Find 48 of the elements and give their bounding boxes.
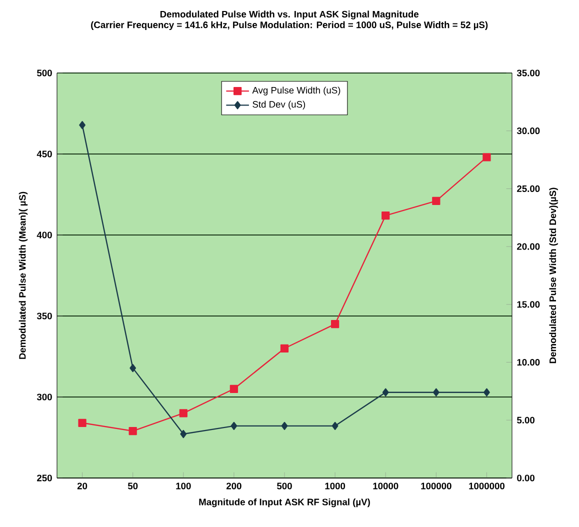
y2-tick-label: 0.00 bbox=[517, 474, 534, 482]
x-tick-label: 100 bbox=[176, 482, 191, 490]
y-axis-title: Demodulated Pulse Width (Mean)( µS) bbox=[18, 192, 28, 359]
y-tick-label: 400 bbox=[36, 232, 52, 238]
x-tick-label: 1000000 bbox=[469, 482, 504, 490]
point bbox=[432, 388, 440, 396]
chart-title: Demodulated Pulse Width vs. Input ASK Signal Magnitude bbox=[160, 10, 419, 20]
point bbox=[180, 430, 187, 438]
y-tick-label: 250 bbox=[37, 474, 52, 482]
y-tick-label: 300 bbox=[36, 394, 52, 400]
point bbox=[79, 121, 86, 130]
point bbox=[280, 344, 289, 352]
y2-axis-title: Demodulated Pulse Width (Std Dev)(µS) bbox=[549, 188, 558, 364]
x-tick-label: 20 bbox=[77, 482, 88, 490]
point bbox=[179, 409, 188, 418]
point bbox=[332, 422, 338, 430]
y-tick-label: 500 bbox=[37, 70, 52, 76]
y2-tick-label: 35.00 bbox=[516, 70, 540, 76]
point bbox=[128, 426, 137, 436]
point bbox=[482, 153, 491, 162]
y2-tick-label: 30.00 bbox=[516, 128, 540, 134]
x-tick-label: 500 bbox=[277, 482, 292, 490]
point bbox=[230, 384, 238, 393]
y2-tick-label: 10.00 bbox=[517, 358, 540, 366]
point bbox=[382, 211, 390, 220]
x-axis-title: Magnitude of Input ASK RF Signal (µV) bbox=[199, 498, 370, 508]
chart-subtitle: (Carrier Frequency = 141.6 kHz, Pulse Modulation: Period = 1000 uS, Pulse Width = 52 µS) bbox=[91, 21, 488, 30]
x-tick-label: 1000 bbox=[325, 482, 346, 490]
y2-tick-label: 20.00 bbox=[517, 243, 540, 250]
legend-label: Std Dev (uS) bbox=[252, 100, 306, 110]
point bbox=[484, 388, 490, 396]
y-tick-label: 450 bbox=[36, 150, 52, 158]
y2-tick-label: 5.00 bbox=[517, 416, 534, 424]
point bbox=[281, 422, 288, 430]
point bbox=[130, 364, 136, 372]
point bbox=[78, 418, 86, 427]
x-tick-label: 100000 bbox=[421, 482, 452, 490]
y2-tick-label: 15.00 bbox=[517, 301, 540, 308]
x-tick-label: 50 bbox=[128, 482, 138, 490]
y2-tick-label: 25.00 bbox=[517, 185, 540, 192]
point bbox=[382, 388, 389, 396]
y-tick-label: 350 bbox=[36, 312, 52, 320]
x-tick-label: 10000 bbox=[373, 482, 398, 490]
legend-label: Avg Pulse Width (uS) bbox=[252, 86, 340, 96]
point bbox=[330, 320, 340, 328]
point bbox=[432, 196, 440, 206]
x-tick-label: 200 bbox=[226, 482, 242, 490]
point bbox=[230, 422, 238, 430]
